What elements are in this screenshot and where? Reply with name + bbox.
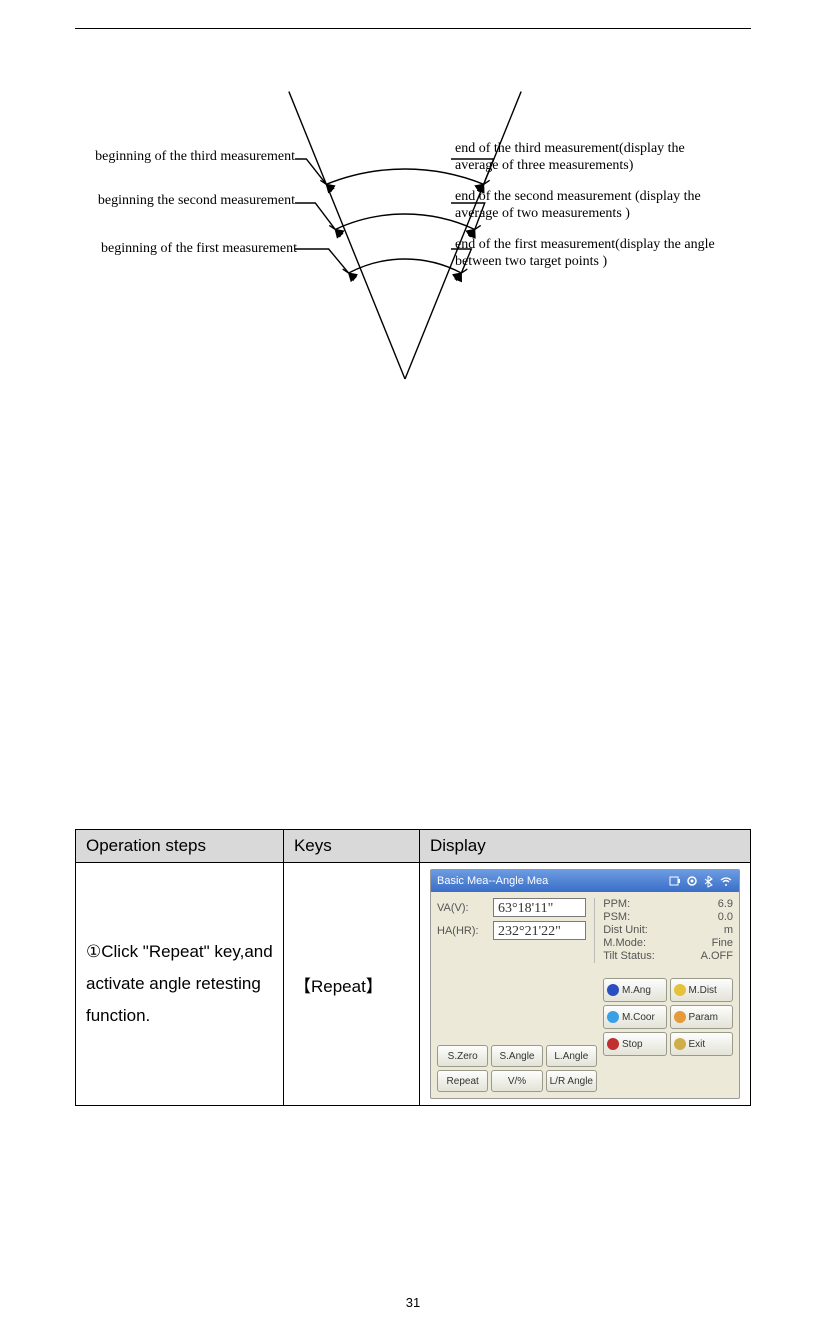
td-keys-1: 【Repeat】	[283, 863, 419, 1106]
stat-value: A.OFF	[701, 950, 733, 962]
button-icon	[674, 984, 686, 996]
operation-table: Operation steps Keys Display ①Click "Rep…	[75, 829, 751, 1106]
device-stats: PPM:6.9PSM:0.0Dist Unit:mM.Mode:FineTilt…	[603, 898, 733, 962]
th-operation-steps: Operation steps	[76, 830, 284, 863]
diagram-label-left-3: beginning of the first measurement	[82, 241, 297, 258]
va-label: VA(V):	[437, 902, 487, 914]
device-bottom-button[interactable]: L.Angle	[546, 1045, 597, 1067]
device-side-button[interactable]: Param	[670, 1005, 734, 1029]
device-screen: Basic Mea--Angle Mea VA(V): 63°1	[430, 869, 740, 1099]
device-side-button[interactable]: Exit	[670, 1032, 734, 1056]
ha-value: 232°21'22"	[493, 921, 586, 940]
th-display: Display	[420, 830, 751, 863]
diagram-label-right-2: end of the second measurement (display t…	[455, 189, 740, 223]
diagram-label-left-1: beginning of the third measurement	[75, 149, 295, 166]
page-number: 31	[0, 1295, 826, 1310]
th-keys: Keys	[283, 830, 419, 863]
operation-table-wrap: Operation steps Keys Display ①Click "Rep…	[75, 829, 751, 1106]
stat-label: M.Mode:	[603, 937, 646, 949]
diagram-label-right-1: end of the third measurement(display the…	[455, 141, 730, 175]
button-label: M.Ang	[622, 985, 651, 996]
stat-value: m	[724, 924, 733, 936]
button-label: M.Coor	[622, 1012, 655, 1023]
va-value: 63°18'11"	[493, 898, 586, 917]
diagram-label-right-3: end of the first measurement(display the…	[455, 237, 725, 271]
stat-value: 0.0	[718, 911, 733, 923]
device-bottom-button[interactable]: L/R Angle	[546, 1070, 597, 1092]
device-body: VA(V): 63°18'11" HA(HR): 232°21'22" PPM:…	[431, 892, 739, 967]
button-label: M.Dist	[689, 985, 717, 996]
button-icon	[607, 984, 619, 996]
button-icon	[674, 1011, 686, 1023]
device-bottom-button[interactable]: S.Angle	[491, 1045, 542, 1067]
stat-row: Tilt Status: A.OFF	[603, 950, 733, 962]
ha-label: HA(HR):	[437, 925, 487, 937]
measurement-diagram: beginning of the third measurement begin…	[75, 69, 751, 399]
bluetooth-icon	[702, 874, 716, 888]
device-bottom-button[interactable]: V/%	[491, 1070, 542, 1092]
device-side-buttons: M.Ang M.Dist M.Coor Param Stop Exit	[603, 978, 733, 1056]
device-title-icons	[668, 874, 733, 888]
device-side-button[interactable]: M.Ang	[603, 978, 667, 1002]
device-right-pane: PPM:6.9PSM:0.0Dist Unit:mM.Mode:FineTilt…	[594, 898, 733, 963]
button-label: Param	[689, 1012, 718, 1023]
stat-label: Dist Unit:	[603, 924, 648, 936]
device-title: Basic Mea--Angle Mea	[437, 870, 548, 892]
td-display-1: Basic Mea--Angle Mea VA(V): 63°1	[420, 863, 751, 1106]
device-bottom-button[interactable]: Repeat	[437, 1070, 488, 1092]
stat-value: 6.9	[718, 898, 733, 910]
diagram-label-left-2: beginning the second measurement	[65, 193, 295, 210]
device-side-button[interactable]: Stop	[603, 1032, 667, 1056]
stat-label: PPM:	[603, 898, 630, 910]
device-side-button[interactable]: M.Coor	[603, 1005, 667, 1029]
stat-label: PSM:	[603, 911, 630, 923]
button-label: Exit	[689, 1039, 706, 1050]
button-icon	[674, 1038, 686, 1050]
td-step-1: ①Click "Repeat" key,and activate angle r…	[76, 863, 284, 1106]
device-titlebar: Basic Mea--Angle Mea	[431, 870, 739, 892]
device-side-button[interactable]: M.Dist	[670, 978, 734, 1002]
button-label: Stop	[622, 1039, 643, 1050]
stat-row: PPM: 6.9	[603, 898, 733, 910]
diagram-svg	[225, 69, 585, 399]
stat-label: Tilt Status:	[603, 950, 655, 962]
stat-row: PSM: 0.0	[603, 911, 733, 923]
device-bottom-button[interactable]: S.Zero	[437, 1045, 488, 1067]
power-icon	[668, 874, 682, 888]
page-top-rule	[75, 28, 751, 29]
wifi-icon	[719, 874, 733, 888]
stat-row: M.Mode: Fine	[603, 937, 733, 949]
button-icon	[607, 1011, 619, 1023]
gear-icon	[685, 874, 699, 888]
button-icon	[607, 1038, 619, 1050]
stat-row: Dist Unit: m	[603, 924, 733, 936]
stat-value: Fine	[712, 937, 733, 949]
device-left-pane: VA(V): 63°18'11" HA(HR): 232°21'22"	[437, 898, 586, 963]
device-bottom-buttons: S.ZeroS.AngleL.Angle RepeatV/%L/R Angle	[437, 1045, 597, 1092]
